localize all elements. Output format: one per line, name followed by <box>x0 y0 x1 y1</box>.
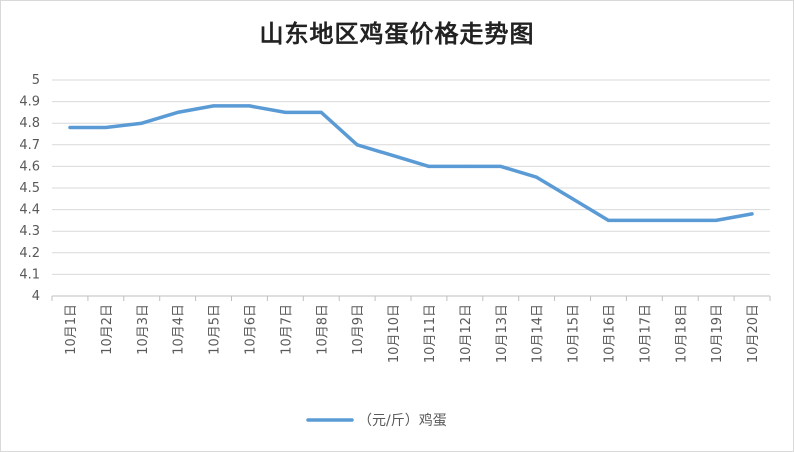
data-point <box>68 126 72 130</box>
data-point <box>319 110 323 114</box>
data-point <box>606 218 610 222</box>
x-tick-label: 10月12日 <box>459 304 474 363</box>
x-tick-label: 10月10日 <box>387 304 402 363</box>
y-tick-label: 4.9 <box>19 95 40 110</box>
x-tick-label: 10月11日 <box>423 304 438 363</box>
x-axis: 10月1日 10月2日 10月3日 10月4日 10月5日 10月6日 10月7日 10月8日… <box>51 296 771 363</box>
y-tick-label: 4.1 <box>19 267 40 282</box>
y-tick-label: 4.4 <box>19 203 40 218</box>
y-tick-label: 4.5 <box>19 181 40 196</box>
x-tick-label: 10月20日 <box>746 304 761 363</box>
data-point <box>642 218 646 222</box>
data-point <box>714 218 718 222</box>
series-group <box>68 104 754 223</box>
data-point <box>283 110 287 114</box>
data-point <box>678 218 682 222</box>
data-point <box>499 164 503 168</box>
grid-lines <box>52 79 770 297</box>
y-tick-label: 5 <box>32 73 40 88</box>
y-tick-label: 4.2 <box>19 246 40 261</box>
data-point <box>750 212 754 216</box>
data-point <box>391 154 395 158</box>
data-point <box>212 104 216 108</box>
series-line <box>68 104 754 223</box>
legend-label: （元/斤）鸡蛋 <box>358 412 447 429</box>
chart-title: 山东地区鸡蛋价格走势图 <box>259 19 535 48</box>
data-point <box>355 143 359 147</box>
x-tick-label: 10月17日 <box>638 304 653 363</box>
y-tick-label: 4.7 <box>19 138 40 153</box>
x-tick-label: 10月19日 <box>710 304 725 363</box>
data-point <box>140 121 144 125</box>
x-tick-label: 10月5日 <box>208 304 223 355</box>
data-point <box>427 164 431 168</box>
x-tick-label: 10月16日 <box>602 304 617 363</box>
y-tick-label: 4.3 <box>19 224 40 239</box>
y-tick-label: 4 <box>32 289 40 304</box>
legend: （元/斤）鸡蛋 <box>306 412 447 429</box>
data-point <box>247 104 251 108</box>
y-tick-label: 4.8 <box>19 116 40 131</box>
x-tick-label: 10月14日 <box>531 304 546 363</box>
x-tick-label: 10月2日 <box>100 304 115 355</box>
x-tick-label: 10月9日 <box>351 304 366 355</box>
x-tick-label: 10月8日 <box>315 304 330 355</box>
data-point <box>176 110 180 114</box>
x-tick-label: 10月18日 <box>674 304 689 363</box>
data-point <box>463 164 467 168</box>
data-point <box>571 197 575 201</box>
data-point <box>535 175 539 179</box>
y-axis-ticks: 4 4.1 4.2 4.3 4.4 4.5 4.6 4.7 4.8 4.9 5 <box>19 73 40 304</box>
data-point <box>104 126 108 130</box>
x-tick-label: 10月3日 <box>136 304 151 355</box>
y-tick-label: 4.6 <box>19 159 40 174</box>
x-tick-label: 10月7日 <box>279 304 294 355</box>
x-tick-label: 10月4日 <box>172 304 187 355</box>
x-tick-label: 10月15日 <box>567 304 582 363</box>
x-tick-label: 10月6日 <box>243 304 258 355</box>
x-tick-label: 10月13日 <box>495 304 510 363</box>
x-tick-label: 10月1日 <box>64 304 79 355</box>
